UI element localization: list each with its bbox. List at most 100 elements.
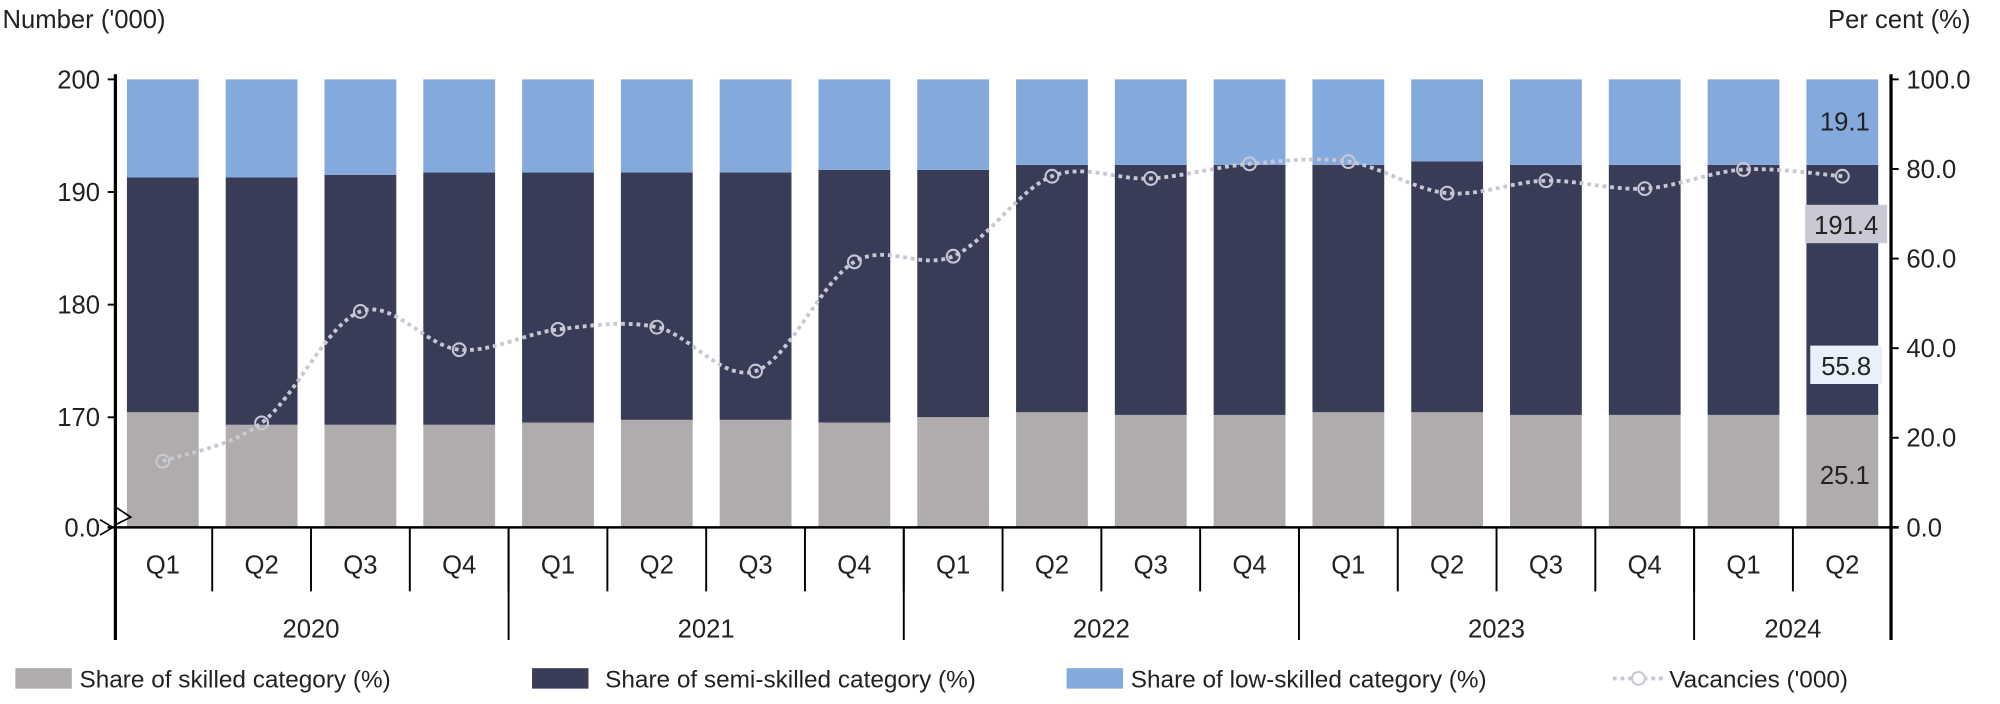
quarter-label: Q1 (1726, 551, 1760, 579)
quarter-label: Q4 (837, 551, 871, 579)
bar-skilled (620, 419, 693, 528)
low-skilled-data-label: 19.1 (1820, 109, 1870, 137)
bar-semi-skilled (324, 174, 397, 425)
vacancies-point (1439, 185, 1455, 201)
vacancies-point (1242, 156, 1257, 172)
bar-skilled (818, 422, 891, 528)
vacancies-line (162, 157, 1843, 464)
quarter-label: Q2 (245, 551, 279, 579)
right-tick-label: 40.0 (1906, 335, 1956, 363)
bar-low-skilled (917, 79, 990, 170)
quarter-label: Q2 (640, 551, 674, 579)
right-axis-title: Per cent (%) (1828, 6, 1970, 34)
vacancies-point (1736, 162, 1751, 177)
bar-semi-skilled (620, 172, 693, 420)
legend-swatch (532, 668, 589, 689)
bar-low-skilled (1608, 79, 1681, 165)
quarter-label: Q2 (1035, 551, 1069, 579)
left-tick-label: 200 (57, 66, 100, 94)
vacancies-point (352, 303, 368, 319)
data-labels-group: 19.1 191.4 55.8 25.1 (1805, 109, 1888, 490)
right-tick-label: 60.0 (1906, 246, 1956, 274)
bar-skilled (225, 424, 298, 528)
legend-label: Share of skilled category (%) (79, 666, 390, 693)
bar-low-skilled (620, 79, 693, 173)
quarter-label: Q2 (1825, 551, 1859, 579)
bar-skilled (1213, 414, 1286, 528)
legend-label: Share of low-skilled category (%) (1131, 666, 1487, 693)
bar-low-skilled (1707, 79, 1780, 165)
quarter-label: Q1 (541, 551, 575, 579)
bar-low-skilled (324, 79, 397, 175)
bar-skilled (1411, 412, 1484, 528)
bar-semi-skilled (1016, 164, 1088, 413)
bar-low-skilled (1806, 79, 1879, 165)
vacancies-point (155, 453, 171, 469)
bar-skilled (1114, 414, 1187, 528)
right-tick-label: 0.0 (1906, 514, 1942, 542)
left-tick-label: 190 (57, 179, 100, 207)
bar-semi-skilled (818, 169, 891, 423)
bar-semi-skilled (1312, 164, 1385, 413)
bar-skilled (324, 424, 397, 528)
bar-low-skilled (225, 79, 298, 178)
quarter-label: Q1 (936, 551, 970, 579)
bar-skilled (423, 424, 496, 528)
axes-group: 0.0 170 180 190 200 0.0 20.0 40.0 60.0 80.0 100.0 Q… (57, 66, 1970, 643)
vacancies-point (649, 319, 665, 335)
bar-skilled (1608, 414, 1681, 528)
quarter-label: Q2 (1430, 551, 1464, 579)
quarter-label: Q3 (738, 551, 772, 579)
right-tick-label: 100.0 (1906, 66, 1970, 94)
bar-semi-skilled (719, 172, 792, 420)
right-tick-label: 80.0 (1906, 156, 1956, 184)
bar-skilled (126, 412, 199, 528)
vacancies-point (846, 254, 862, 270)
bar-low-skilled (818, 79, 891, 170)
bar-low-skilled (1411, 79, 1484, 162)
vacancies-point (1143, 171, 1159, 186)
bar-skilled (1806, 414, 1879, 528)
vacancies-point (1637, 181, 1653, 197)
vacancies-point (1538, 173, 1554, 189)
bar-low-skilled (522, 79, 594, 173)
vacancies-label-box (1805, 204, 1888, 244)
bar-semi-skilled (1114, 164, 1187, 415)
bar-semi-skilled (1707, 164, 1780, 415)
bar-low-skilled (719, 79, 792, 173)
right-tick-label: 20.0 (1906, 425, 1956, 453)
bar-semi-skilled (522, 172, 594, 423)
bar-low-skilled (1016, 79, 1088, 165)
bar-low-skilled (423, 79, 496, 173)
legend-marker (1631, 670, 1646, 686)
year-label: 2023 (1468, 615, 1525, 643)
left-tick-label: 180 (57, 292, 100, 320)
vacancies-point (451, 342, 467, 358)
bar-semi-skilled (126, 177, 199, 413)
bar-skilled (1016, 412, 1088, 528)
axis-break-icon (99, 506, 133, 536)
year-label: 2021 (678, 615, 735, 643)
bar-semi-skilled (1213, 164, 1286, 415)
left-tick-label: 0.0 (64, 514, 100, 542)
legend: Share of skilled category (%) Share of se… (15, 666, 1848, 693)
left-axis-title: Number ('000) (3, 6, 166, 34)
vacancies-point (1834, 168, 1850, 184)
bar-semi-skilled (1411, 161, 1484, 413)
quarter-label: Q3 (1529, 551, 1563, 579)
bars-group (126, 79, 1879, 528)
quarter-label: Q3 (1134, 551, 1168, 579)
bar-low-skilled (1312, 79, 1385, 165)
quarter-label: Q4 (442, 551, 476, 579)
legend-label: Vacancies ('000) (1669, 666, 1848, 693)
legend-label: Share of semi-skilled category (%) (605, 666, 976, 693)
bar-skilled (1312, 412, 1385, 528)
bar-low-skilled (1510, 79, 1582, 165)
bar-semi-skilled (1510, 164, 1582, 415)
bar-low-skilled (126, 79, 199, 178)
year-label: 2022 (1073, 615, 1130, 643)
bar-semi-skilled (917, 169, 990, 418)
quarter-label: Q4 (1232, 551, 1266, 579)
semi-skilled-label-box (1810, 345, 1883, 384)
legend-swatch (15, 668, 72, 689)
